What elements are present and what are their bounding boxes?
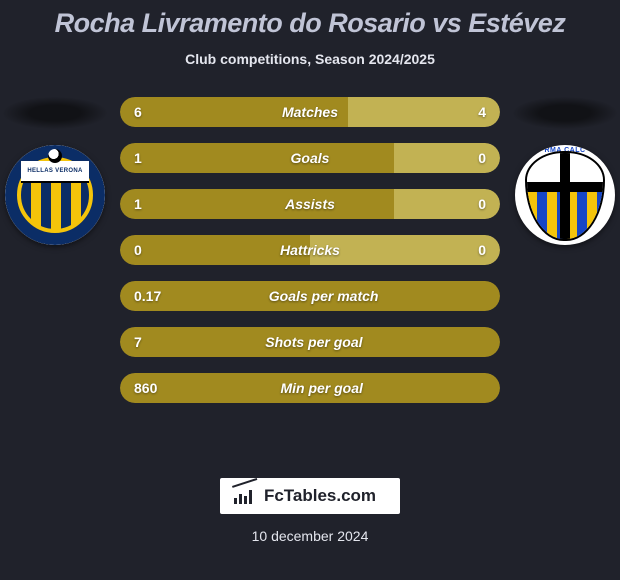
stat-right-value: 0 [478, 242, 486, 258]
stat-row: 1 Goals 0 [120, 143, 500, 173]
brand-badge: FcTables.com [220, 478, 400, 514]
stat-label: Shots per goal [265, 334, 362, 350]
bar-labels: 1 Goals 0 [120, 143, 500, 173]
shadow-ellipse [3, 97, 107, 129]
stat-row: 0.17 Goals per match [120, 281, 500, 311]
stat-row: 0 Hattricks 0 [120, 235, 500, 265]
subtitle: Club competitions, Season 2024/2025 [0, 51, 620, 67]
stat-left-value: 0.17 [134, 288, 161, 304]
stat-label: Goals [291, 150, 330, 166]
left-club-badge: HELLAS VERONA [5, 145, 105, 245]
stat-right-value: 0 [478, 196, 486, 212]
stat-label: Hattricks [280, 242, 340, 258]
stat-left-value: 7 [134, 334, 142, 350]
comparison-area: HELLAS VERONA RMA CALC 6Matches41Goals01… [0, 97, 620, 417]
stat-label: Assists [285, 196, 335, 212]
brand-text: FcTables.com [264, 486, 376, 506]
stat-row: 1 Assists 0 [120, 189, 500, 219]
bar-labels: 860 Min per goal [120, 373, 500, 403]
stat-label: Min per goal [280, 380, 362, 396]
right-club-badge: RMA CALC [515, 145, 615, 245]
stat-bars: 6 Matches 4 1 Goals 0 1 Assists 0 0 Hattricks 0 0.17… [120, 97, 500, 403]
stat-left-value: 1 [134, 150, 142, 166]
stat-row: 860 Min per goal [120, 373, 500, 403]
left-club: HELLAS VERONA [0, 97, 110, 245]
chart-icon [234, 488, 256, 504]
stat-left-value: 860 [134, 380, 157, 396]
bar-labels: 0 Hattricks 0 [120, 235, 500, 265]
stat-row: 6 Matches 4 [120, 97, 500, 127]
bar-labels: 6 Matches 4 [120, 97, 500, 127]
footer: FcTables.com 10 december 2024 [0, 478, 620, 544]
shadow-ellipse [513, 97, 617, 129]
stat-left-value: 6 [134, 104, 142, 120]
stat-label: Goals per match [269, 288, 379, 304]
right-club: RMA CALC [510, 97, 620, 245]
date-text: 10 december 2024 [252, 528, 369, 544]
bar-labels: 1 Assists 0 [120, 189, 500, 219]
stat-row: 7 Shots per goal [120, 327, 500, 357]
stat-label: Matches [282, 104, 338, 120]
bar-labels: 7 Shots per goal [120, 327, 500, 357]
stat-right-value: 4 [478, 104, 486, 120]
page-title: Rocha Livramento do Rosario vs Estévez [0, 0, 620, 39]
stat-left-value: 0 [134, 242, 142, 258]
stat-left-value: 1 [134, 196, 142, 212]
bar-labels: 0.17 Goals per match [120, 281, 500, 311]
stat-right-value: 0 [478, 150, 486, 166]
